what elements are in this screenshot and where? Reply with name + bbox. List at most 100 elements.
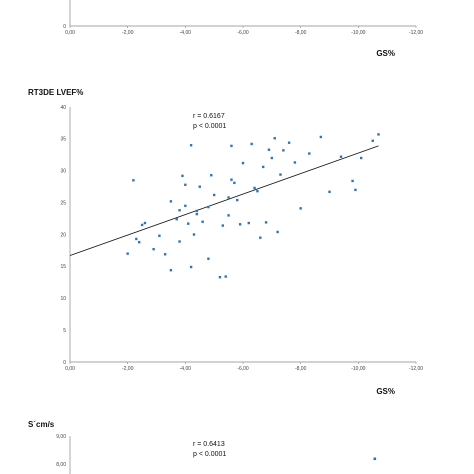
panel-top: 0 0,00 -2,00 -4,00 -6,00 -8,00 -10,00 -12,00 G… [63,0,423,58]
data-point [135,237,138,241]
data-point [227,214,230,217]
data-point [163,253,167,256]
bottom-data-point [373,457,377,461]
data-point [158,234,161,237]
data-point [264,221,268,224]
data-point [221,224,225,227]
main-x-axis-label: GS% [376,387,395,396]
data-points [126,133,380,279]
data-point [152,247,155,251]
main-y-tick-label: 15 [60,264,66,270]
data-point [233,181,236,185]
data-point [351,179,354,183]
data-point [132,179,135,182]
top-x-tick-label: -10,00 [351,30,365,36]
panel-bottom: S´cm/s 9,00 8,00 r = 0.6413 p < 0.0001 [28,420,377,474]
main-x-tick-label: -2,00 [122,366,134,372]
data-point [184,204,187,208]
data-point [175,218,178,221]
data-point [195,212,199,216]
top-x-tick-label: -8,00 [295,30,307,36]
data-point [308,152,311,155]
data-point [143,221,147,225]
data-point [339,155,343,158]
main-y-axis-label: RT3DE LVEF% [28,88,83,97]
panel-main: RT3DE LVEF% 0 5 10 15 20 25 30 35 40 0,00 -2,00 -4… [28,88,423,396]
bottom-y-tick-9: 9,00 [56,434,66,440]
data-point [169,200,173,203]
data-point [198,185,201,188]
data-point [140,223,144,227]
data-point [207,257,210,260]
data-point [250,142,253,146]
data-point [259,236,262,239]
main-y-tick-labels: 0 5 10 15 20 25 30 35 40 [60,105,66,366]
data-point [354,188,357,192]
data-point [210,174,213,177]
top-x-tick-label: 0,00 [65,30,75,36]
data-point [299,207,302,210]
main-x-tick-label: -4,00 [180,366,192,372]
data-point [192,233,196,236]
data-point [126,252,129,255]
main-y-tick-label: 20 [60,232,66,238]
data-point [207,205,210,209]
main-x-tick-label: -10,00 [351,366,365,372]
data-point [270,156,274,160]
data-point [184,183,187,186]
top-x-tick-labels: 0,00 -2,00 -4,00 -6,00 -8,00 -10,00 -12,00 [65,26,423,36]
main-x-tick-label: 0,00 [65,366,75,372]
data-point [276,230,279,234]
top-x-tick-label: -2,00 [122,30,134,36]
correlation-r: r = 0.6167 [193,113,225,120]
data-point [189,265,193,269]
data-point [189,144,193,147]
data-point [287,141,291,144]
main-y-tick-label: 10 [60,296,66,302]
data-point [256,189,259,193]
top-x-tick-label: -12,00 [409,30,423,36]
data-point [273,137,276,140]
data-point [138,240,141,244]
data-point [267,148,271,151]
bottom-y-axis-label: S´cm/s [28,420,55,429]
data-point [181,174,184,178]
main-x-tick-label: -8,00 [295,366,307,372]
data-point [187,222,190,225]
data-point [212,193,216,197]
p-value: p < 0.0001 [193,123,226,130]
main-y-tick-label: 30 [60,169,66,175]
data-point [371,139,374,142]
data-point [247,221,250,225]
data-point [238,223,242,226]
data-point [279,173,282,176]
data-point [195,209,199,213]
main-y-tick-label: 25 [60,200,66,206]
data-point [178,209,181,212]
main-y-tick-label: 40 [60,105,66,111]
bottom-y-tick-8: 8,00 [56,462,66,468]
data-point [201,220,204,223]
data-point [241,161,245,165]
data-point [224,275,227,278]
main-x-tick-label: -12,00 [409,366,423,372]
data-point [282,149,285,152]
data-point [377,133,380,136]
data-point [293,161,297,164]
data-point [227,196,230,199]
top-x-axis-label: GS% [376,49,395,58]
data-point [218,276,222,279]
data-point [319,135,323,139]
data-point [169,269,173,272]
bottom-p-value: p < 0.0001 [193,451,226,458]
main-y-tick-label: 5 [63,328,66,334]
main-x-tick-labels: 0,00 -2,00 -4,00 -6,00 -8,00 -10,00 -12,00 [65,362,423,372]
top-y-tick-0: 0 [63,24,66,30]
data-point [230,144,233,148]
top-x-tick-label: -6,00 [237,30,249,36]
main-y-tick-label: 0 [63,360,66,366]
trend-line [69,145,379,256]
data-point [236,198,239,202]
top-x-tick-label: -4,00 [180,30,192,36]
